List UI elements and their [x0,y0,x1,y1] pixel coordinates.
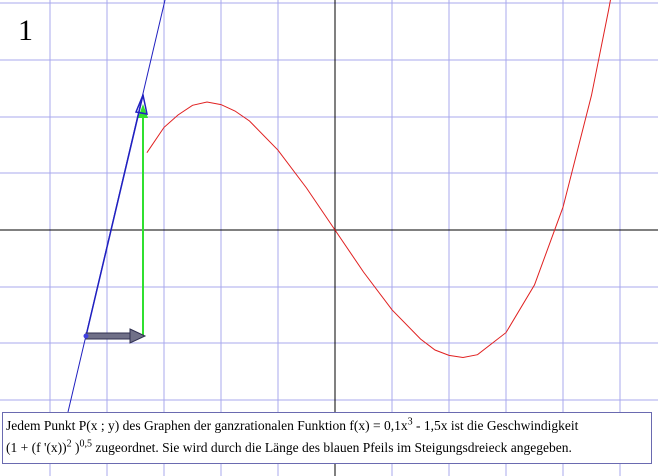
velocity-arrow-head [134,92,148,115]
caption: Jedem Punkt P(x ; y) des Graphen der gan… [2,412,652,464]
slope-arrow-head [138,104,148,118]
function-curve [146,0,611,359]
caption-line: (1 + (f '(x))2 )0,5 zugeordnet. Sie wird… [6,437,651,459]
unit-arrow [85,332,133,340]
exponent: 0,5 [79,438,93,450]
text: Jedem Punkt P(x ; y) des Graphen der gan… [6,418,408,433]
text: - 1,5x ist die Geschwindigkeit [412,418,579,433]
figure-number: 1 [18,14,33,47]
unit-arrow-head [129,328,147,344]
text: ) [71,440,80,455]
text: zugeordnet. Sie wird durch die Länge des… [92,440,572,455]
point-p [83,333,89,339]
velocity-arrow [85,94,144,337]
exponent: 2 [66,438,72,450]
exponent: 3 [407,416,413,428]
text: (1 + (f '(x)) [6,440,67,455]
caption-line: Jedem Punkt P(x ; y) des Graphen der gan… [6,415,651,437]
